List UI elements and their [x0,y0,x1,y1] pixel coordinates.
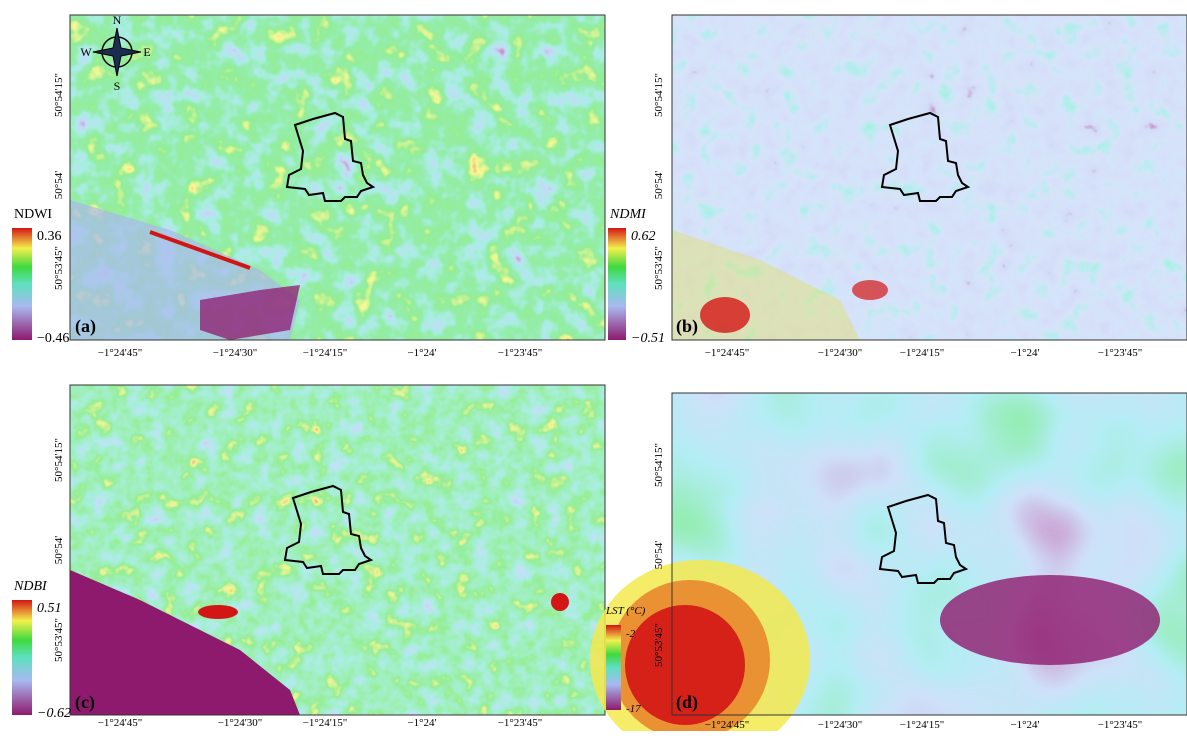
y-tick-label: 50°54' [653,541,665,569]
x-tick-label: −1°24' [407,717,436,729]
x-tick-label: −1°24' [407,347,436,359]
legend-title: NDWI [14,207,52,222]
feature [198,605,238,619]
x-tick-label: −1°24'15" [303,347,348,359]
x-tick-label: −1°24'15" [900,347,945,359]
legend-min: −0.62 [37,706,71,721]
panel-a: N E S W [70,13,605,340]
y-tick-label: 50°54' [53,536,65,564]
figure: N E S W −1°24'45" −1°24'30" −1°24'15" −1°24… [0,0,1187,731]
x-tick-label: −1°24'45" [705,347,750,359]
y-tick-label: 50°54'15" [653,73,665,117]
x-tick-label: −1°24'45" [98,717,143,729]
legend-min: −0.51 [631,331,665,346]
x-tick-label: −1°23'45" [498,717,543,729]
x-tick-label: −1°24'15" [900,719,945,731]
y-tick-label: 50°53'45" [653,246,665,290]
panel-b [672,15,1187,340]
y-tick-label: 50°53'45" [53,618,65,662]
legend-colorbar [12,228,32,340]
legend-title: NDBI [13,579,48,594]
panel-label: (d) [676,692,698,713]
compass-n: N [113,13,122,27]
compass-s: S [114,79,121,93]
panel-c [70,385,605,715]
legend-min: −0.46 [37,331,69,346]
feature [551,593,569,611]
legend-colorbar [608,228,626,340]
y-tick-label: 50°54' [53,171,65,199]
x-tick-label: −1°23'45" [1098,719,1143,731]
y-tick-label: 50°53'45" [53,246,65,290]
y-tick-label: 50°54'15" [53,73,65,117]
y-tick-label: 50°53'45" [653,623,665,667]
panel-d [590,393,1187,731]
compass-w: W [80,45,92,59]
compass-e: E [143,45,150,59]
panel-label: (a) [75,316,96,337]
legend-max: 0.62 [631,229,656,244]
x-tick-label: −1°24'30" [218,717,263,729]
legend-min: -17 [626,703,641,715]
x-tick-label: −1°24' [1010,719,1039,731]
legend-colorbar [12,600,32,715]
cold-area [940,575,1160,665]
feature [852,280,888,300]
legend-max: 0.51 [37,601,62,616]
x-tick-label: −1°23'45" [498,347,543,359]
x-tick-label: −1°24'30" [818,719,863,731]
x-tick-label: −1°24'15" [303,717,348,729]
x-tick-label: −1°24'45" [98,347,143,359]
x-tick-label: −1°24' [1010,347,1039,359]
x-tick-label: −1°24'30" [818,347,863,359]
legend-title: LST (°C) [605,605,646,617]
legend-title: NDMI [609,207,647,222]
y-tick-label: 50°54'15" [53,438,65,482]
y-tick-label: 50°54'15" [653,443,665,487]
legend-colorbar [606,625,621,710]
x-tick-label: −1°23'45" [1098,347,1143,359]
legend-max: 0.36 [37,229,62,244]
y-tick-label: 50°54' [653,171,665,199]
panel-label: (c) [75,692,95,713]
x-tick-label: −1°24'30" [213,347,258,359]
legend-max: -2 [626,628,636,640]
x-tick-label: −1°24'45" [705,719,750,731]
feature [700,297,750,333]
panel-label: (b) [676,316,698,337]
